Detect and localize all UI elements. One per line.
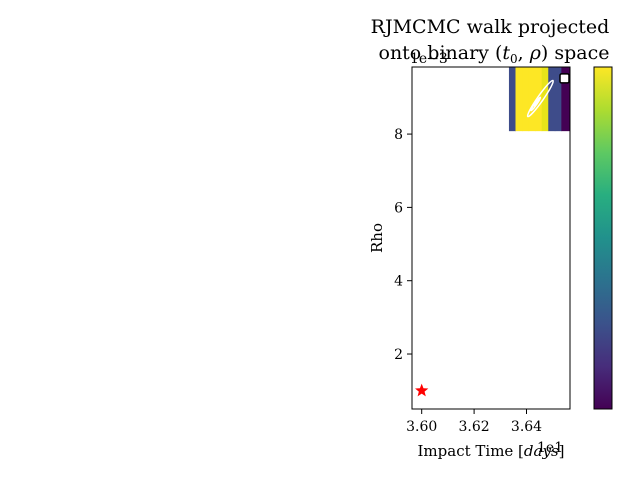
x-offset-label: 1e1 — [537, 440, 563, 456]
chart-title-line2: onto binary (t0, ρ) space — [379, 42, 610, 66]
contour-line — [526, 79, 554, 118]
x-tick-label: 3.62 — [459, 419, 490, 435]
y-axis-ticks: 2 4 6 8 — [394, 127, 412, 363]
x-tick-label: 3.60 — [406, 419, 437, 435]
y-tick-label: 4 — [394, 274, 403, 290]
y-offset-label: 1e−3 — [410, 51, 448, 67]
plot-frame — [411, 66, 571, 410]
true-parameter-star-marker — [415, 383, 429, 397]
markers — [415, 73, 570, 397]
colorbar — [593, 66, 613, 410]
heatmap-cell — [515, 67, 523, 132]
heatmap-cell — [561, 67, 570, 132]
heatmap-cell — [528, 67, 536, 132]
current-state-square-marker — [559, 73, 570, 84]
y-tick-label: 6 — [394, 200, 403, 216]
x-axis-label: Impact Time [days] — [418, 442, 565, 460]
contour-line — [533, 99, 540, 107]
heatmap-cell — [548, 67, 556, 132]
heatmap-cell — [541, 67, 549, 132]
y-axis-label: Rho — [368, 223, 386, 253]
contours — [526, 79, 554, 118]
heatmap-cell — [522, 67, 530, 132]
x-axis-ticks: 3.60 3.62 3.64 — [406, 409, 542, 435]
heatmap-cell — [554, 67, 562, 132]
y-tick-label: 8 — [394, 127, 403, 143]
chart-title-line1: RJMCMC walk projected — [371, 16, 610, 38]
heatmap-cell — [508, 67, 516, 132]
y-tick-label: 2 — [394, 347, 403, 363]
x-tick-label: 3.64 — [511, 419, 542, 435]
